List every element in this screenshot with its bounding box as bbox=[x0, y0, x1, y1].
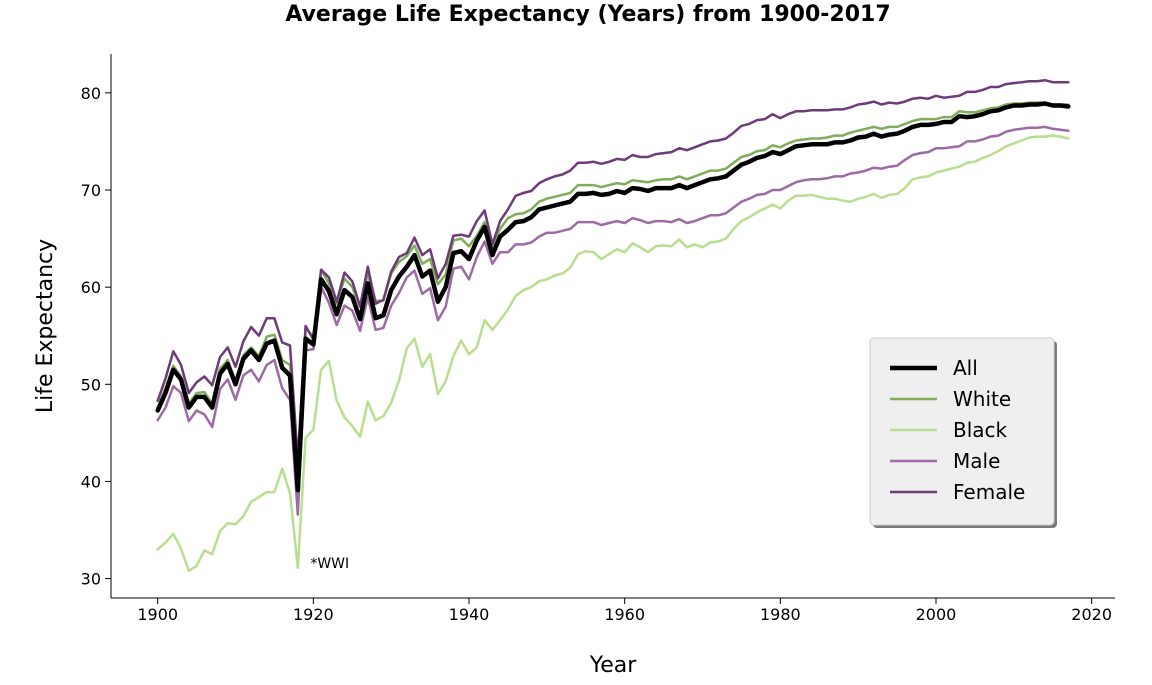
y-tick-label: 80 bbox=[81, 84, 101, 103]
x-tick-label: 1960 bbox=[604, 605, 645, 624]
series-line-male bbox=[156, 125, 1070, 516]
legend-label-black: Black bbox=[953, 418, 1008, 442]
x-tick-label: 1980 bbox=[760, 605, 801, 624]
legend-label-male: Male bbox=[953, 449, 1000, 473]
series-lines bbox=[155, 78, 1071, 573]
legend-label-female: Female bbox=[953, 480, 1025, 504]
x-tick-label: 1920 bbox=[293, 605, 334, 624]
y-tick-label: 70 bbox=[81, 181, 101, 200]
x-axis-label: Year bbox=[589, 653, 638, 678]
x-tick-label: 2020 bbox=[1071, 605, 1112, 624]
legend-label-white: White bbox=[953, 387, 1011, 411]
series-line-black bbox=[156, 134, 1070, 573]
x-ticks: 1900 1920 1940 1960 1980 2000 2020 bbox=[137, 598, 1112, 624]
legend-box bbox=[869, 337, 1055, 526]
wwi-annotation: *WWI bbox=[310, 556, 349, 572]
y-ticks: 30 40 50 60 70 80 bbox=[81, 84, 111, 589]
x-tick-label: 1940 bbox=[449, 605, 490, 624]
legend-label-all: All bbox=[953, 356, 978, 380]
y-tick-label: 50 bbox=[81, 375, 101, 394]
chart-title: Average Life Expectancy (Years) from 190… bbox=[285, 2, 890, 27]
series-line-female bbox=[156, 78, 1070, 462]
y-axis-label: Life Expectancy bbox=[33, 239, 58, 413]
y-tick-label: 60 bbox=[81, 278, 101, 297]
legend-items: All White Black Male Female bbox=[890, 356, 1025, 504]
y-tick-label: 40 bbox=[81, 472, 101, 491]
legend: All White Black Male Female bbox=[869, 337, 1057, 528]
x-tick-label: 2000 bbox=[916, 605, 957, 624]
series-line-all bbox=[155, 101, 1071, 493]
axes: 1900 1920 1940 1960 1980 2000 2020 30 40 50 60 70 8… bbox=[81, 54, 1115, 624]
x-tick-label: 1900 bbox=[137, 605, 178, 624]
y-tick-label: 30 bbox=[81, 570, 101, 589]
